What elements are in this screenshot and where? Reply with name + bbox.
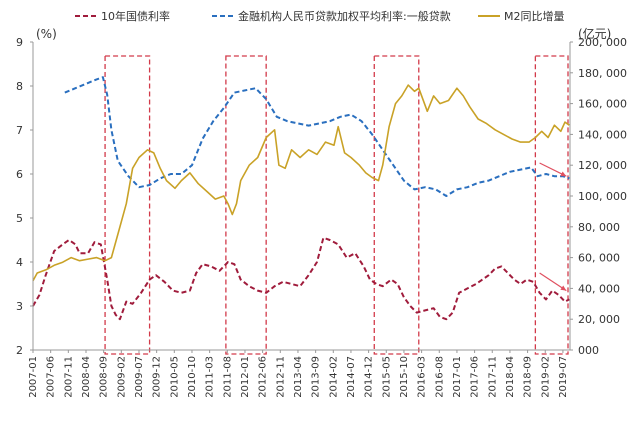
highlight-boxes — [104, 55, 569, 355]
left-tick-label: 3 — [16, 300, 23, 313]
x-tick-label: 2008-04 — [81, 356, 92, 398]
legend-label: 10年国债利率 — [101, 9, 170, 23]
x-tick-label: 2008-09 — [99, 356, 110, 398]
series-lines — [32, 76, 570, 321]
left-unit-label: (%) — [36, 27, 57, 41]
legend: 10年国债利率 金融机构人民币贷款加权平均利率:一般贷款 M2同比增量 — [75, 9, 565, 23]
legend-label: M2同比增量 — [504, 9, 565, 23]
x-tick-label: 2015-10 — [399, 356, 410, 398]
right-tick-label: 200, 000 — [578, 36, 627, 49]
x-tick-label: 2009-12 — [152, 356, 163, 398]
x-tick-label: 2007-11 — [63, 356, 74, 398]
x-tick-label: 2019-02 — [540, 356, 551, 398]
legend-item-m2: M2同比增量 — [478, 9, 565, 23]
x-tick-label: 2017-06 — [470, 356, 481, 398]
x-tick-label: 2018-04 — [505, 356, 516, 398]
right-tick-label: 40, 000 — [578, 282, 620, 295]
x-tick-label: 2011-08 — [222, 356, 233, 398]
trend-arrow-head — [560, 285, 567, 291]
x-tick-label: 2013-04 — [293, 356, 304, 398]
right-tick-label: 180, 000 — [578, 67, 627, 80]
right-tick-label: 000 — [578, 344, 599, 357]
left-tick-label: 4 — [16, 256, 23, 269]
legend-item-loan-rate: 金融机构人民币贷款加权平均利率:一般贷款 — [212, 9, 451, 23]
right-tick-label: 120, 000 — [578, 159, 627, 172]
x-tick-label: 2007-06 — [46, 356, 57, 398]
series-line — [32, 84, 570, 282]
x-tick-label: 2014-07 — [346, 356, 357, 398]
highlight-period-box — [104, 55, 151, 355]
trend-arrows — [539, 162, 567, 292]
right-unit-label: (亿元) — [578, 26, 611, 41]
left-tick-label: 7 — [16, 124, 23, 137]
x-tick-label: 2012-11 — [275, 356, 286, 398]
series-line — [32, 236, 570, 321]
x-tick-label: 2009-07 — [134, 356, 145, 398]
right-tick-label: 140, 000 — [578, 128, 627, 141]
x-tick-label: 2014-02 — [328, 356, 339, 398]
x-tick-label: 2016-08 — [434, 356, 445, 398]
legend-label: 金融机构人民币贷款加权平均利率:一般贷款 — [238, 9, 451, 23]
x-tick-label: 2013-09 — [311, 356, 322, 398]
highlight-period-box — [225, 55, 267, 355]
right-tick-label: 20, 000 — [578, 313, 620, 326]
trend-arrow-head — [560, 171, 567, 177]
x-tick-label: 2010-10 — [187, 356, 198, 398]
highlight-period-box — [534, 55, 569, 355]
right-tick-label: 80, 000 — [578, 221, 620, 234]
x-tick-label: 2016-03 — [417, 356, 428, 398]
left-tick-label: 9 — [16, 36, 23, 49]
x-tick-label: 2007-01 — [28, 356, 39, 398]
highlight-period-box — [373, 55, 420, 355]
right-tick-label: 100, 000 — [578, 190, 627, 203]
x-tick-label: 2010-05 — [169, 356, 180, 398]
left-tick-label: 8 — [16, 80, 23, 93]
x-tick-label: 2011-03 — [205, 356, 216, 398]
right-tick-label: 160, 000 — [578, 98, 627, 111]
x-tick-label: 2012-01 — [240, 356, 251, 398]
axes: 2 3 4 5 6 7 8 9 000 20, 000 40, 000 60, 000 80, 000 1… — [16, 36, 627, 398]
legend-item-bond-yield: 10年国债利率 — [75, 9, 170, 23]
left-tick-label: 2 — [16, 344, 23, 357]
x-tick-label: 2015-05 — [381, 356, 392, 398]
series-line — [64, 76, 570, 197]
x-tick-label: 2018-09 — [523, 356, 534, 398]
x-tick-label: 2012-06 — [258, 356, 269, 398]
x-tick-label: 2014-12 — [364, 356, 375, 398]
x-tick-label: 2009-02 — [116, 356, 127, 398]
x-tick-label: 2017-01 — [452, 356, 463, 398]
right-tick-label: 60, 000 — [578, 252, 620, 265]
x-tick-label: 2019-07 — [558, 356, 569, 398]
left-tick-label: 6 — [16, 168, 23, 181]
x-tick-label: 2017-11 — [487, 356, 498, 398]
left-tick-label: 5 — [16, 212, 23, 225]
